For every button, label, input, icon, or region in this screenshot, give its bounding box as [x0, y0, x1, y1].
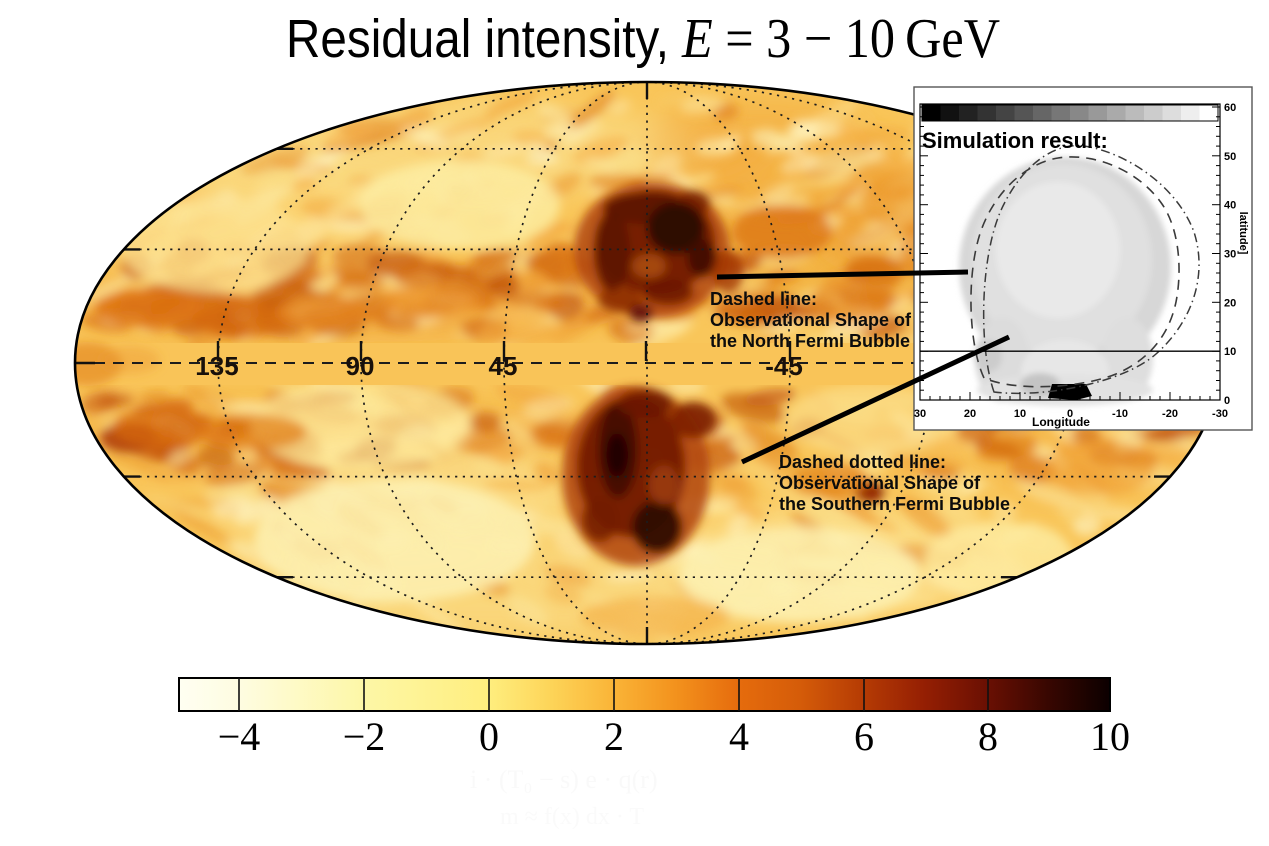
svg-text:the Southern Fermi Bubble: the Southern Fermi Bubble: [779, 494, 1010, 514]
svg-text:10: 10: [1090, 714, 1130, 759]
svg-text:2: 2: [604, 714, 624, 759]
svg-text:45: 45: [489, 351, 518, 381]
svg-text:10: 10: [1224, 346, 1236, 358]
svg-text:40: 40: [1224, 200, 1236, 212]
svg-text:-20: -20: [1162, 408, 1178, 420]
svg-text:135: 135: [195, 351, 238, 381]
svg-text:Simulation result:: Simulation result:: [922, 128, 1108, 153]
svg-text:0: 0: [479, 714, 499, 759]
svg-text:−4: −4: [218, 714, 261, 759]
svg-text:Residual intensity,: Residual intensity,: [286, 9, 669, 69]
svg-text:−2: −2: [343, 714, 386, 759]
svg-text:latitude]: latitude]: [1237, 212, 1249, 255]
svg-text:30: 30: [914, 408, 926, 420]
svg-text:Observational Shape of: Observational Shape of: [779, 473, 981, 493]
svg-text:6: 6: [854, 714, 874, 759]
svg-text:4: 4: [729, 714, 749, 759]
svg-text:m ≈ f(x) dx · T: m ≈ f(x) dx · T: [500, 804, 644, 830]
svg-text:8: 8: [978, 714, 998, 759]
svg-text:-30: -30: [1212, 408, 1228, 420]
svg-text:Longitude: Longitude: [1032, 415, 1090, 429]
svg-text:Observational Shape of: Observational Shape of: [710, 310, 912, 330]
svg-text:i · (T₀ − s) e · q(r): i · (T₀ − s) e · q(r): [470, 765, 658, 794]
svg-text:90: 90: [346, 351, 375, 381]
svg-text:the North Fermi Bubble: the North Fermi Bubble: [710, 331, 910, 351]
svg-text:-45: -45: [765, 351, 803, 381]
svg-text:60: 60: [1224, 102, 1236, 114]
svg-text:20: 20: [964, 408, 976, 420]
svg-text:E = 3 − 10 GeV: E = 3 − 10 GeV: [681, 8, 1000, 70]
svg-text:50: 50: [1224, 151, 1236, 163]
svg-text:Dashed dotted line:: Dashed dotted line:: [779, 452, 946, 472]
svg-text:Dashed line:: Dashed line:: [710, 289, 817, 309]
svg-text:30: 30: [1224, 249, 1236, 261]
svg-text:10: 10: [1014, 408, 1026, 420]
svg-text:0: 0: [1067, 408, 1073, 420]
svg-text:0: 0: [1224, 395, 1230, 407]
svg-text:20: 20: [1224, 297, 1236, 309]
svg-text:-10: -10: [1112, 408, 1128, 420]
